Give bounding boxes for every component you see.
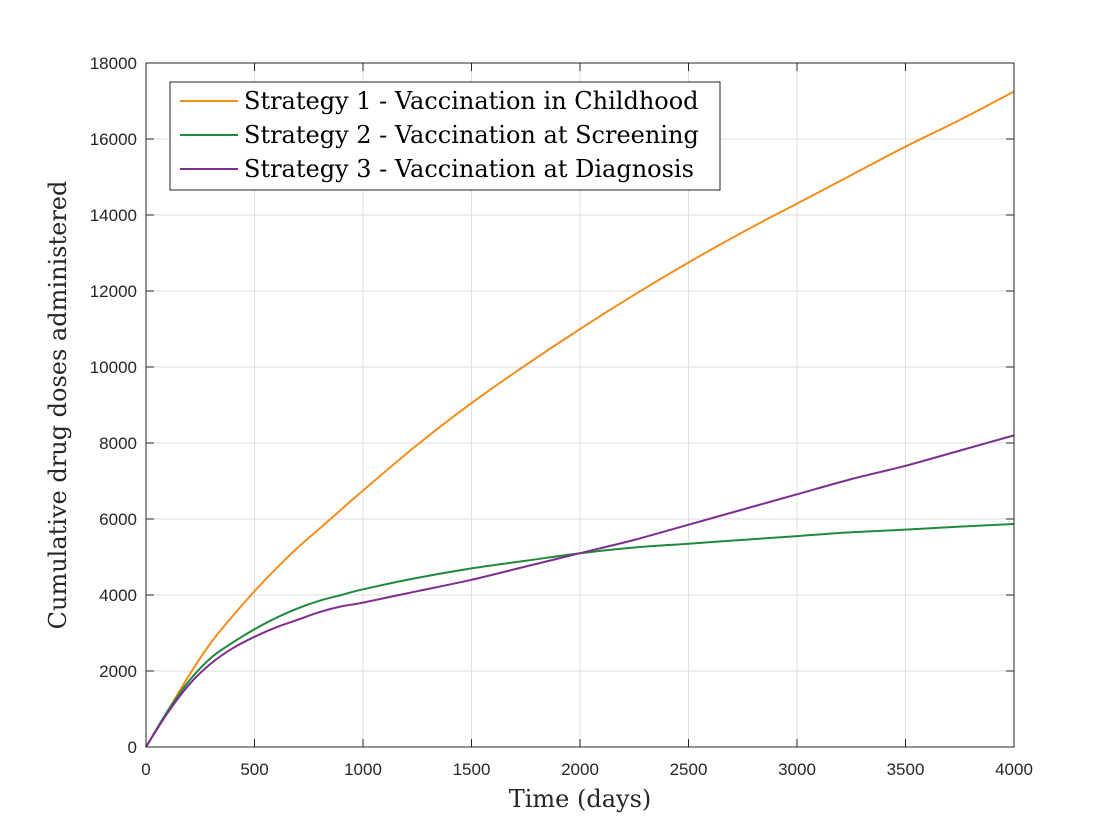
x-axis-title: Time (days) <box>509 785 652 813</box>
series-3-line <box>145 434 1015 748</box>
y-tick-label: 0 <box>128 738 137 757</box>
y-axis-title: Cumulative drug doses administered <box>44 181 72 630</box>
y-tick-label: 8000 <box>99 434 137 453</box>
x-tick-label: 500 <box>240 760 268 779</box>
legend-box <box>169 81 721 191</box>
legend: Strategy 1 - Vaccination in Childhood Str… <box>169 81 721 191</box>
x-tick-label: 3000 <box>778 760 816 779</box>
legend-label-3: Strategy 3 - Vaccination at Diagnosis <box>244 155 694 183</box>
axis-ticks <box>145 62 1015 748</box>
series-lines <box>145 90 1015 748</box>
y-tick-label: 18000 <box>90 54 137 73</box>
y-tick-labels: 0 2000 4000 6000 8000 10000 12000 14000 16000 180… <box>90 54 137 757</box>
legend-label-2: Strategy 2 - Vaccination at Screening <box>244 121 699 149</box>
y-tick-label: 4000 <box>99 586 137 605</box>
x-tick-label: 4000 <box>995 760 1033 779</box>
y-tick-label: 12000 <box>90 282 137 301</box>
legend-label-1: Strategy 1 - Vaccination in Childhood <box>244 87 699 115</box>
y-tick-label: 2000 <box>99 662 137 681</box>
x-tick-label: 0 <box>141 760 150 779</box>
grid <box>146 63 1014 747</box>
x-tick-label: 3500 <box>887 760 925 779</box>
y-tick-label: 10000 <box>90 358 137 377</box>
x-tick-label: 1500 <box>453 760 491 779</box>
series-1-line <box>145 90 1015 748</box>
x-tick-label: 1000 <box>344 760 382 779</box>
x-tick-label: 2500 <box>670 760 708 779</box>
x-tick-labels: 0 500 1000 1500 2000 2500 3000 3500 4000 <box>141 760 1033 779</box>
y-tick-label: 14000 <box>90 206 137 225</box>
series-2-line <box>145 522 1015 748</box>
x-tick-label: 2000 <box>561 760 599 779</box>
y-tick-label: 16000 <box>90 130 137 149</box>
y-tick-label: 6000 <box>99 510 137 529</box>
